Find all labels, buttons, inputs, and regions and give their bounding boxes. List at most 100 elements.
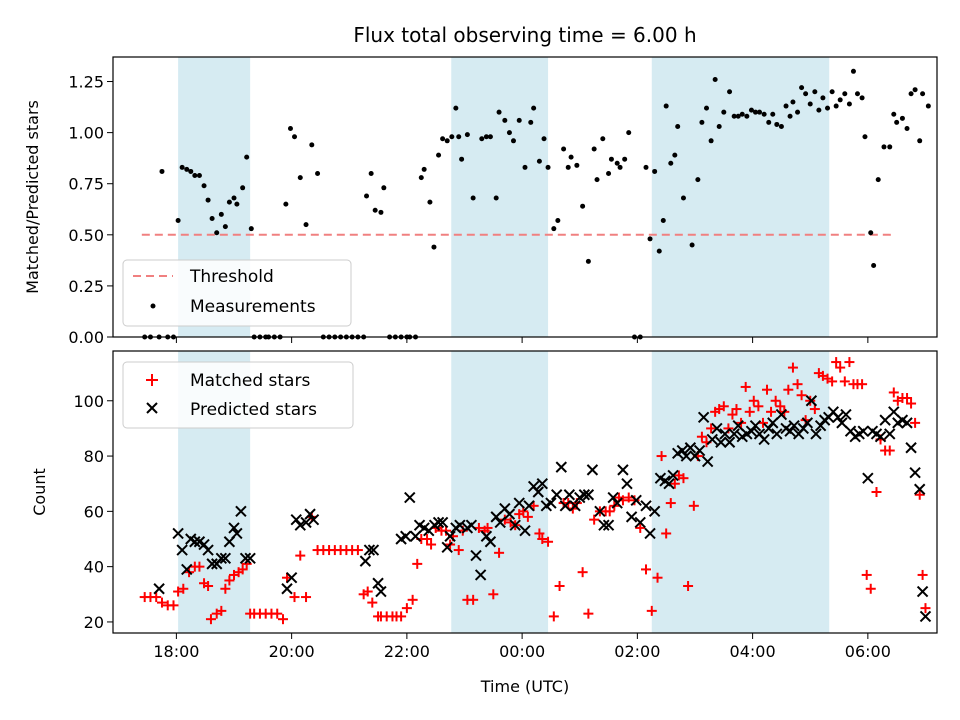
predicted-star-point bbox=[367, 544, 380, 556]
measurement-point bbox=[292, 134, 298, 140]
predicted-marker-b bbox=[527, 480, 540, 493]
matched-star-point bbox=[412, 558, 423, 569]
predicted-marker-b bbox=[523, 500, 535, 512]
x-tick-label: 20:00 bbox=[269, 642, 315, 661]
predicted-star-point bbox=[578, 489, 591, 501]
predicted-marker-b bbox=[684, 442, 697, 454]
predicted-star-point bbox=[763, 422, 775, 435]
matched-star-point bbox=[656, 451, 667, 462]
measurement-point bbox=[799, 85, 805, 91]
measurement-point bbox=[188, 168, 194, 174]
predicted-marker-b bbox=[176, 544, 188, 556]
measurement-point bbox=[795, 109, 801, 115]
measurement-point bbox=[179, 164, 185, 170]
predicted-marker-b bbox=[231, 527, 243, 540]
predicted-star-point bbox=[235, 505, 247, 518]
matched-star-point bbox=[543, 536, 554, 547]
predicted-star-point bbox=[586, 464, 599, 476]
predicted-star-point bbox=[857, 425, 869, 437]
predicted-star-point bbox=[684, 442, 697, 454]
predicted-star-point bbox=[621, 477, 633, 490]
predicted-marker-b bbox=[745, 425, 758, 437]
matched-star-point bbox=[220, 583, 231, 594]
matched-star-point bbox=[194, 561, 205, 572]
predicted-marker-b bbox=[499, 502, 511, 515]
predicted-star-point bbox=[432, 516, 445, 529]
predicted-marker-b bbox=[509, 519, 521, 531]
matched-star-point bbox=[753, 401, 764, 412]
predicted-star-point bbox=[307, 513, 320, 526]
predicted-star-point bbox=[239, 552, 252, 565]
predicted-marker-b bbox=[810, 428, 822, 440]
matched-star-point bbox=[629, 495, 640, 506]
predicted-marker-b bbox=[300, 516, 312, 529]
predicted-marker-b bbox=[153, 583, 165, 595]
predicted-star-point bbox=[732, 419, 744, 432]
measurement-point bbox=[226, 199, 232, 205]
predicted-marker-b bbox=[532, 486, 544, 498]
measurement-point bbox=[652, 168, 658, 174]
predicted-star-point bbox=[884, 428, 896, 440]
matched-star-point bbox=[775, 401, 786, 412]
legend-matched-label: Matched stars bbox=[190, 371, 310, 391]
legend-measurements-swatch bbox=[150, 303, 156, 309]
predicted-star-point bbox=[874, 430, 887, 443]
measurement-point bbox=[770, 111, 776, 117]
predicted-marker-b bbox=[294, 519, 306, 531]
matched-star-point bbox=[884, 445, 895, 456]
predicted-star-point bbox=[719, 428, 731, 440]
measurement-point bbox=[214, 230, 220, 236]
predicted-marker-b bbox=[663, 477, 675, 490]
predicted-marker-b bbox=[372, 577, 384, 589]
measurement-point bbox=[757, 109, 763, 115]
measurement-point bbox=[606, 170, 612, 176]
predicted-marker-b bbox=[418, 522, 430, 534]
matched-star-point bbox=[902, 393, 913, 403]
measurement-point bbox=[752, 109, 758, 115]
predicted-star-point bbox=[490, 511, 502, 523]
predicted-marker-b bbox=[884, 428, 896, 440]
predicted-marker-b bbox=[235, 505, 247, 518]
predicted-star-point bbox=[569, 500, 581, 512]
measurement-point bbox=[672, 152, 678, 158]
predicted-star-point bbox=[919, 610, 932, 623]
predicted-marker-b bbox=[198, 538, 210, 551]
matched-star-point bbox=[920, 603, 931, 614]
predicted-star-point bbox=[836, 417, 848, 429]
measurement-point bbox=[842, 91, 848, 97]
measurement-point bbox=[209, 215, 215, 221]
predicted-star-point bbox=[862, 472, 874, 484]
measurement-point bbox=[459, 156, 465, 162]
predicted-marker-b bbox=[484, 536, 497, 548]
predicted-marker-b bbox=[513, 497, 525, 509]
predicted-star-point bbox=[801, 417, 814, 429]
predicted-marker-b bbox=[644, 527, 656, 540]
predicted-star-point bbox=[767, 417, 779, 429]
predicted-marker-b bbox=[228, 522, 240, 534]
measurement-point bbox=[727, 89, 733, 95]
y-tick-label: 100 bbox=[73, 392, 104, 411]
matched-star-point bbox=[295, 550, 306, 561]
predicted-marker-b bbox=[836, 417, 848, 429]
y-tick-label: 0.00 bbox=[68, 328, 104, 347]
predicted-star-point bbox=[594, 505, 606, 518]
predicted-star-point bbox=[559, 500, 572, 512]
measurement-point bbox=[783, 103, 789, 109]
measurement-point bbox=[205, 197, 211, 203]
measurement-point bbox=[283, 201, 289, 207]
predicted-star-point bbox=[640, 500, 652, 512]
predicted-marker-b bbox=[519, 524, 531, 537]
measurement-point bbox=[502, 117, 508, 123]
measurement-point bbox=[561, 146, 567, 152]
measurement-point bbox=[378, 209, 384, 215]
predicted-star-point bbox=[611, 497, 623, 509]
measurement-point bbox=[315, 170, 321, 176]
y-tick-label: 0.75 bbox=[68, 175, 104, 194]
matched-star-point bbox=[468, 594, 479, 605]
predicted-star-point bbox=[914, 483, 926, 495]
measurement-point bbox=[449, 134, 455, 140]
predicted-star-point bbox=[375, 585, 387, 598]
matched-star-point bbox=[783, 384, 794, 395]
predicted-star-point bbox=[758, 433, 770, 446]
predicted-star-point bbox=[630, 494, 642, 507]
